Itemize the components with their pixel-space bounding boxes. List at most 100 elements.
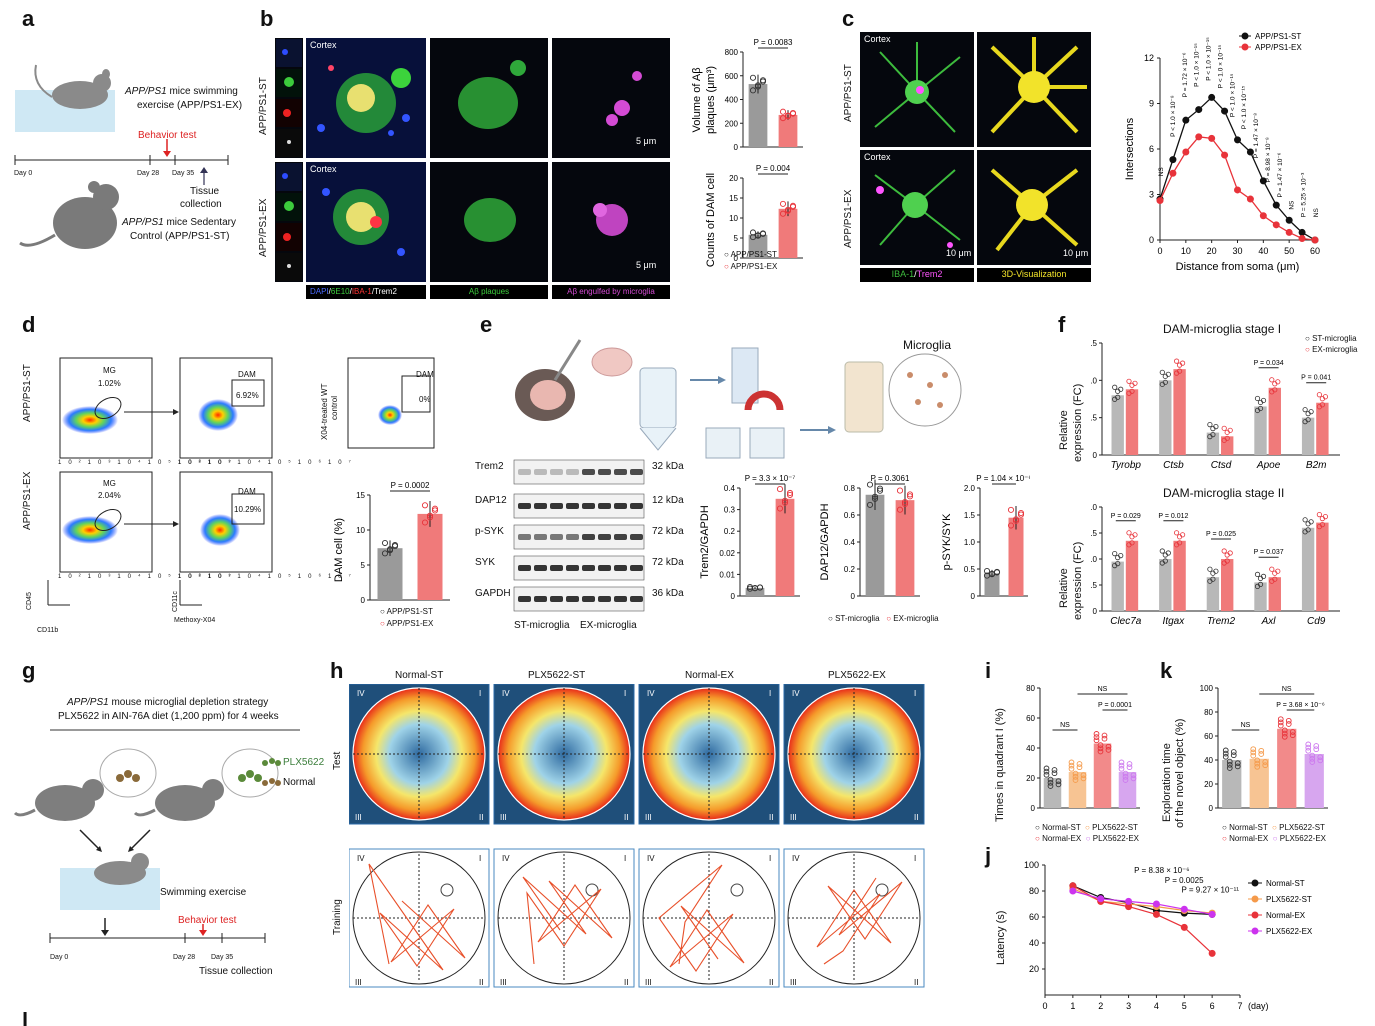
e-dap12-point xyxy=(866,481,874,488)
i-point xyxy=(1093,737,1100,744)
c-xtick: 30 xyxy=(1232,246,1242,256)
d-dam-bar xyxy=(417,513,443,600)
f-stage1-point xyxy=(1126,390,1132,396)
f-stage1-point xyxy=(1112,384,1118,390)
wb-band xyxy=(614,534,627,540)
i-point xyxy=(1072,770,1079,777)
b-merge-ex: Cortex xyxy=(306,162,426,282)
j-series-line xyxy=(1072,885,1213,954)
wb-band xyxy=(518,469,531,475)
wb-band xyxy=(534,534,547,540)
c-xtick: 20 xyxy=(1207,246,1217,256)
e-dap12-pvalue: P = 0.3061 xyxy=(871,474,910,483)
f-stage1-bar xyxy=(1125,389,1139,455)
f-stage2-point xyxy=(1112,563,1118,569)
e-dap12-point xyxy=(871,493,879,500)
f-stage1-pvalue: P = 0.041 xyxy=(1301,375,1331,382)
f-ylabel-1b: expression (FC) xyxy=(1072,383,1084,462)
h-quadrant-label: IV xyxy=(357,854,365,863)
k-tick: 100 xyxy=(1200,684,1214,693)
d-row-ex: APP/PS1-EX xyxy=(22,471,33,530)
i-point xyxy=(1055,781,1062,788)
f-stage1-point xyxy=(1115,388,1121,394)
k-bar xyxy=(1222,760,1242,808)
f-stage1-pvalue: P = 0.034 xyxy=(1254,360,1284,367)
h-maze-maps: IVIVIIIIIIIIIIIIIVIVIIIIIIIIIIIIIVIVIIII… xyxy=(349,684,925,988)
d-ctrl-label1: X04-treated WT xyxy=(320,383,329,440)
h-quadrant-label: III xyxy=(500,978,507,987)
j-point xyxy=(1208,949,1216,957)
b-scale-ex: 5 μm xyxy=(636,260,657,270)
e-trem2-tick: 0.2 xyxy=(724,527,736,536)
wb-band xyxy=(550,534,563,540)
h-quadrant-label: IV xyxy=(647,689,655,698)
i-ns2: NS xyxy=(1098,686,1108,693)
e-dap12-point xyxy=(901,499,909,506)
k-point xyxy=(1313,746,1320,753)
a-collection: collection xyxy=(180,199,222,210)
c-pvalue: P < 1.0 × 10⁻¹⁵ xyxy=(1229,73,1236,117)
e-dap12-tick: 0.6 xyxy=(844,511,856,520)
e-psyk-point xyxy=(1007,506,1015,513)
panel-label-j: j xyxy=(985,843,992,868)
panel-label-c: c xyxy=(842,6,855,31)
h-quadrant-label: II xyxy=(479,978,483,987)
c-point xyxy=(1221,151,1229,159)
e-ylabel-2: DAP12/GAPDH xyxy=(819,503,831,580)
f-title-2: DAM-microglia stage II xyxy=(1163,486,1285,500)
d-ylabel: DAM cell (%) xyxy=(333,518,345,582)
f-stage2-bar xyxy=(1111,561,1124,611)
k-bar xyxy=(1304,754,1324,808)
wb-band xyxy=(598,565,611,571)
f-stage1-point xyxy=(1269,377,1275,383)
k-point xyxy=(1234,763,1241,770)
k-p: P = 3.68 × 10⁻⁶ xyxy=(1276,702,1325,709)
b-volume-tick: 600 xyxy=(725,72,739,81)
f-stage1-point xyxy=(1254,407,1261,414)
k-tick: 80 xyxy=(1204,708,1213,717)
e-charts: 0 0.01 0.02 0.2 0.3 0.4 P = 3.3 × 10⁻⁷ Trem2/GA… xyxy=(700,474,1030,601)
wb-band xyxy=(582,503,595,509)
i-tick: 0 xyxy=(1031,804,1036,813)
f-stage2-point xyxy=(1126,542,1132,548)
f-stage2-bar xyxy=(1316,522,1329,611)
f-stage2-point xyxy=(1316,524,1322,530)
f-stage2-point xyxy=(1316,512,1322,518)
d-ctrl-label2: control xyxy=(330,395,339,420)
f-stage2-point xyxy=(1272,570,1278,576)
a-st-line1: APP/PS1 mice Sedentary xyxy=(122,217,236,228)
f-stage2-point xyxy=(1302,517,1308,523)
b-chart-dam: 0 5 10 15 20 P = 0.004 Counts of DAM cell xyxy=(705,164,803,267)
i-bar xyxy=(1093,743,1112,808)
wb-band xyxy=(582,596,595,602)
c-pvalue: P = 5.25 × 10⁻³ xyxy=(1301,172,1308,217)
d-dam-label-ex: DAM xyxy=(238,487,256,496)
b-volume-tick: 400 xyxy=(725,96,739,105)
c-3d-ex: 10 μm xyxy=(977,150,1091,265)
d-dam-point xyxy=(431,505,439,512)
k-point xyxy=(1309,752,1316,759)
f-ylabel-1a: Relative xyxy=(1058,410,1070,450)
h-quadrant-label: II xyxy=(914,978,918,987)
f-stage1-gene: B2m xyxy=(1306,460,1327,471)
f-stage2-gene: Itgax xyxy=(1163,616,1186,627)
d-dam-pct-st: 6.92% xyxy=(236,391,259,400)
i-point xyxy=(1093,731,1100,737)
f-stage1-bar xyxy=(1268,387,1281,455)
k-point xyxy=(1226,761,1233,768)
e-psyk-pvalue: P = 1.04 × 10⁻⁶ xyxy=(976,474,1030,483)
c-iba1-ex: Cortex 10 μm xyxy=(860,150,974,265)
c-xtick: 50 xyxy=(1284,246,1294,256)
h-quadrant-label: IV xyxy=(792,854,800,863)
k-point xyxy=(1258,751,1265,757)
j-xtick: 1 xyxy=(1070,1001,1075,1011)
d-dam-pct-ctrl: 0% xyxy=(419,395,431,404)
wb-band xyxy=(550,469,563,475)
mouse-sedentary-icon xyxy=(19,181,119,249)
j-legend-1: PLX5622-ST xyxy=(1266,895,1312,904)
panel-label-d: d xyxy=(22,312,36,337)
wb-band xyxy=(518,503,531,509)
e-microglia-label: Microglia xyxy=(903,338,952,352)
wb-band xyxy=(566,596,579,602)
e-wb-label-0: Trem2 xyxy=(475,461,504,472)
